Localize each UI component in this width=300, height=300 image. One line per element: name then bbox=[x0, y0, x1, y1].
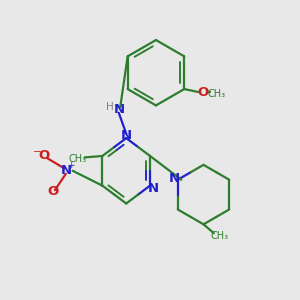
Text: CH₃: CH₃ bbox=[211, 231, 229, 241]
Text: CH₃: CH₃ bbox=[68, 154, 86, 164]
Text: N: N bbox=[169, 172, 180, 185]
Text: N: N bbox=[61, 164, 72, 177]
Text: N: N bbox=[114, 103, 125, 116]
Text: CH₃: CH₃ bbox=[207, 88, 225, 98]
Text: O: O bbox=[198, 85, 209, 98]
Text: N: N bbox=[121, 129, 132, 142]
Text: +: + bbox=[68, 161, 75, 170]
Text: N: N bbox=[147, 182, 158, 195]
Text: O: O bbox=[47, 185, 58, 198]
Text: −: − bbox=[33, 147, 42, 158]
Text: H: H bbox=[106, 103, 114, 112]
Text: O: O bbox=[39, 149, 50, 162]
